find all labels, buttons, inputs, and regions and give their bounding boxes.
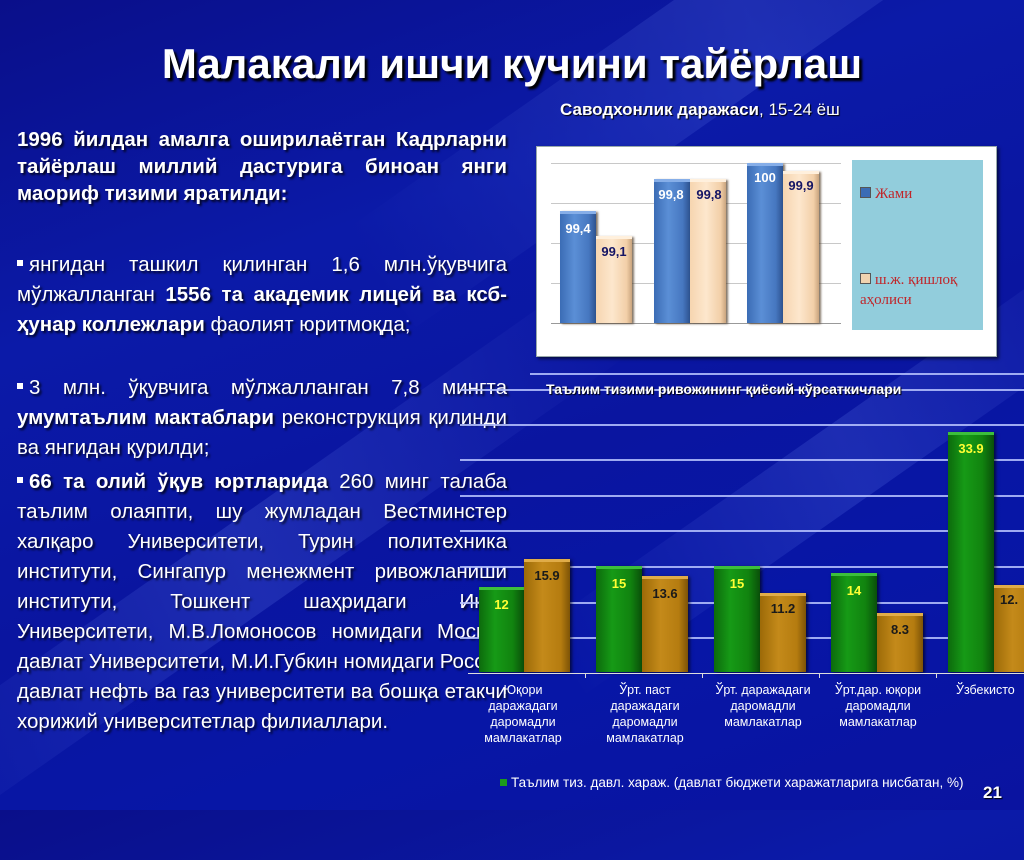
- category-label: Юқори даражадаги даромадли мамлакатлар: [484, 683, 562, 745]
- bar-series2-4: [877, 613, 923, 672]
- legend-item-rural: ш.ж. қишлоқ аҳолиси: [860, 270, 980, 310]
- bullet-text: янгидан ташкил қилинган 1,6 млн.ўқувчига…: [17, 253, 507, 306]
- bullet-lyceums: янгидан ташкил қилинган 1,6 млн.ўқувчига…: [17, 250, 507, 340]
- literacy-chart-title: Саводхонлик даражаси, 15-24 ёш: [560, 100, 840, 120]
- bar-edu-spending-4: [831, 573, 877, 672]
- bar-rural-3: [783, 171, 819, 323]
- value-label: 15.9: [534, 568, 560, 583]
- category-label: Ўрт. даражадаги даромадли мамлакатлар: [715, 683, 811, 729]
- category-label: Ўрт.дар. юқори даромадли мамлакатлар: [834, 683, 922, 729]
- x-axis-tick: [819, 673, 820, 678]
- legend-swatch-icon: [860, 187, 871, 199]
- x-axis-tick: [936, 673, 937, 678]
- bar-rural-1: [596, 236, 632, 323]
- education-chart-title: Таълим тизими ривожининг қиёсий кўрсатки…: [546, 381, 902, 397]
- bar-total-3: [747, 163, 783, 323]
- bullet-text: 260 минг талаба таълим олаяпти, шу жумла…: [17, 470, 507, 733]
- value-label: 99,8: [658, 187, 684, 202]
- legend-label: Жами: [875, 186, 913, 202]
- bullet-square-icon: [17, 259, 23, 266]
- literacy-chart-legend: Жами ш.ж. қишлоқ аҳолиси: [852, 160, 983, 330]
- bar-series2-2: [642, 576, 688, 672]
- x-axis-tick: [702, 673, 703, 678]
- value-label: 99,9: [788, 178, 814, 193]
- value-label: 12: [494, 597, 509, 612]
- bullet-square-icon: [17, 382, 23, 389]
- chart-title-bold: Саводхонлик даражаси: [560, 100, 759, 119]
- value-label: 13.6: [652, 586, 678, 601]
- bar-edu-spending-2: [596, 566, 642, 672]
- bar-series2-1: [524, 559, 570, 672]
- bullet-square-icon: [17, 476, 23, 483]
- value-label: 15: [611, 576, 627, 591]
- bullet-bold-text: 66 та олий ўқув юртларида: [29, 470, 328, 493]
- bar-series2-3: [760, 593, 806, 672]
- value-label: 33.9: [958, 441, 984, 456]
- value-label: 99,4: [565, 221, 591, 236]
- bar-total-2: [654, 179, 690, 323]
- bar-edu-spending-3: [714, 566, 760, 672]
- category-label: Ўрт. паст даражадаги даромадли мамлакатл…: [606, 683, 684, 745]
- education-chart-legend: Таълим тиз. давл. хараж. (давлат бюджети…: [500, 775, 963, 790]
- bullet-schools: 3 млн. ўқувчига мўлжалланган 7,8 мингта …: [17, 373, 507, 463]
- legend-swatch-icon: [500, 778, 507, 786]
- bullet-bold-text: умумтаълим мактаблари: [17, 406, 274, 429]
- slide-title: Малакали ишчи кучини тайёрлаш: [161, 40, 863, 87]
- legend-label: Таълим тиз. давл. хараж. (давлат бюджети…: [511, 775, 964, 790]
- value-label: 99,1: [601, 244, 627, 259]
- value-label: 99,8: [696, 187, 722, 202]
- bar-rural-2: [690, 179, 726, 323]
- bullet-text: 3 млн. ўқувчига мўлжалланган 7,8 мингта: [29, 376, 507, 399]
- slide-number: 21: [983, 783, 1002, 802]
- legend-label: ш.ж. қишлоқ аҳолиси: [860, 272, 958, 308]
- bullet-text: фаолият юритмоқда;: [204, 313, 411, 336]
- bar-series2-5: [994, 585, 1024, 672]
- bullet-universities: 66 та олий ўқув юртларида 260 минг талаб…: [17, 467, 507, 737]
- x-axis: [468, 673, 1024, 674]
- legend-swatch-icon: [860, 273, 871, 285]
- value-label: 14: [846, 583, 862, 598]
- intro-paragraph: 1996 йилдан амалга оширилаётган Кадрларн…: [17, 128, 507, 205]
- value-label: 12.: [1000, 592, 1019, 607]
- category-label: Ўзбекисто: [956, 683, 1015, 697]
- bar-edu-spending-1: [479, 587, 524, 672]
- x-axis-tick: [585, 673, 586, 678]
- chart-title-rest: , 15-24 ёш: [759, 100, 840, 119]
- bar-total-1: [560, 211, 596, 323]
- value-label: 15: [729, 576, 745, 591]
- value-label: 8.3: [890, 622, 910, 637]
- bar-edu-spending-5: [948, 432, 994, 672]
- value-label: 100: [754, 170, 776, 185]
- bullet-text: реконструкция қилинди ва янгидан қурилди…: [17, 406, 507, 459]
- bullet-bold-text: 1556 та академик лицей ва ксб-ҳунар колл…: [17, 283, 507, 336]
- legend-item-total: Жами: [860, 184, 912, 204]
- value-label: 11.2: [770, 601, 796, 616]
